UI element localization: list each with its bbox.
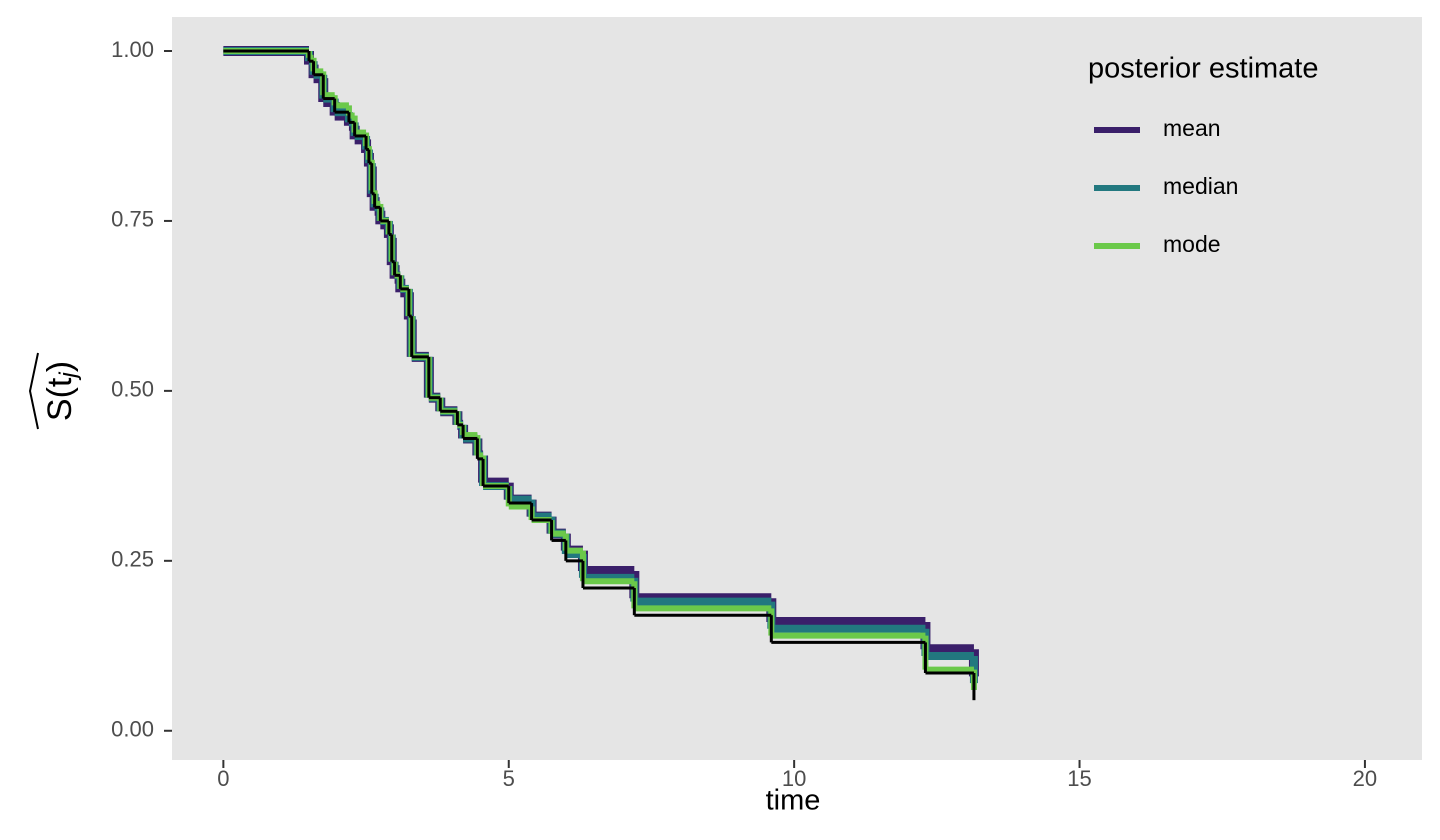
y-title-hat [28, 352, 39, 430]
legend-label: mean [1163, 115, 1221, 141]
y-title-sub: j [55, 372, 82, 381]
legend-label: median [1163, 173, 1238, 199]
legend-label: mode [1163, 231, 1221, 257]
x-tick-label: 20 [1353, 766, 1377, 791]
legend-title: posterior estimate [1088, 53, 1319, 85]
y-tick-label: 0.50 [111, 377, 154, 402]
x-tick-label: 0 [217, 766, 229, 791]
x-axis-title: time [766, 785, 821, 817]
x-tick-label: 5 [503, 766, 515, 791]
y-tick-label: 0.00 [111, 717, 154, 742]
x-tick-label: 15 [1067, 766, 1091, 791]
y-axis-title-text: S(tj) [41, 361, 82, 421]
x-tick-label: 10 [782, 766, 806, 791]
y-tick-label: 0.25 [111, 547, 154, 572]
y-title-main: S(t [41, 377, 79, 421]
y-title-close: ) [41, 361, 79, 372]
y-tick-label: 1.00 [111, 37, 154, 62]
y-axis-title: S(tj) [28, 352, 82, 430]
y-tick-label: 0.75 [111, 207, 154, 232]
